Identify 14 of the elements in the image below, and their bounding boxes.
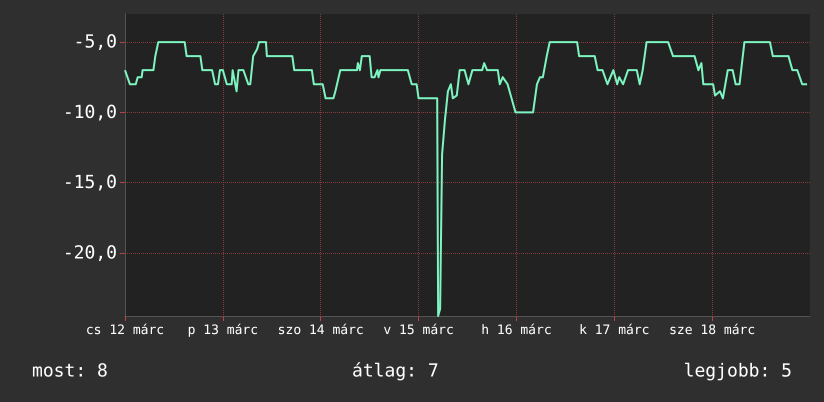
text: most: 8 (32, 360, 108, 382)
y-tick-label: -5,0 (74, 32, 117, 53)
x-tick-label: cs 12 márc (86, 323, 164, 338)
text: átlag: 7 (352, 360, 439, 382)
x-tick-label: k 17 márc (579, 323, 650, 338)
x-tick-label: sze 18 márc (669, 323, 756, 338)
x-tick-label: szo 14 márc (278, 323, 364, 338)
text: legjobb: 5 (684, 360, 792, 382)
x-tick-label: h 16 márc (481, 323, 552, 338)
y-tick-label: -10,0 (62, 102, 117, 123)
x-tick-label: p 13 márc (188, 323, 258, 338)
y-tick-label: -20,0 (62, 242, 117, 264)
x-tick-label: v 15 márc (383, 323, 454, 338)
y-tick-label: -15,0 (62, 172, 117, 194)
